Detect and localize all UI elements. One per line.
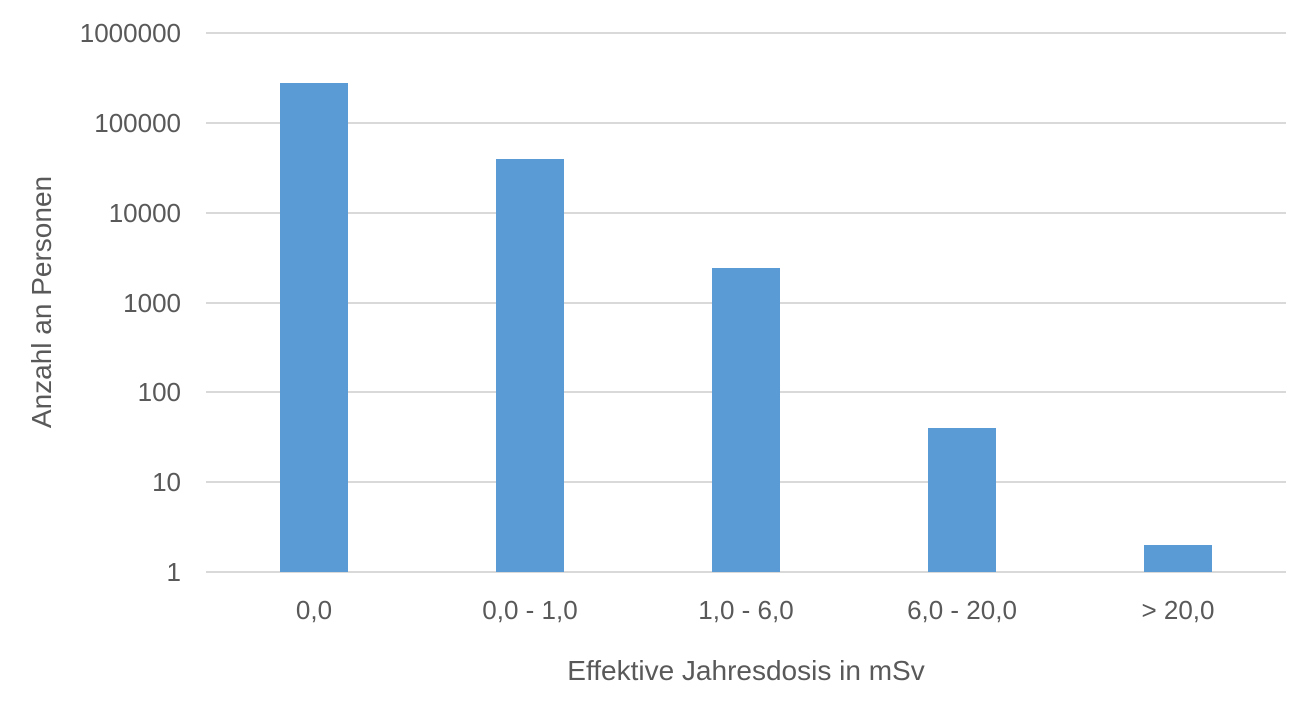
x-tick-label: 0,0 - 1,0: [482, 595, 578, 625]
x-tick-label: 0,0: [295, 595, 333, 625]
y-tick-label: 1000000: [79, 18, 181, 48]
y-tick-label: 10000: [108, 197, 181, 228]
x-tick-label: 6,0 - 20,0: [907, 595, 1017, 625]
bar: [496, 158, 564, 572]
y-tick-label: 100000: [94, 107, 181, 138]
x-axis-title: Effektive Jahresdosis in mSv: [567, 655, 925, 686]
bar: [712, 268, 780, 572]
bar: [1144, 544, 1212, 572]
gridline: [206, 211, 1286, 214]
gridline: [206, 571, 1286, 573]
bar: [280, 82, 348, 572]
x-tick-label: 1,0 - 6,0: [698, 595, 794, 625]
x-tick-label: > 20,0: [1141, 595, 1215, 625]
y-axis-title: Anzahl an Personen: [26, 175, 57, 429]
gridline: [206, 32, 1286, 34]
y-tick-label: 10: [152, 467, 181, 498]
y-tick-label: 1: [166, 557, 181, 587]
bar: [928, 428, 996, 572]
gridline: [206, 121, 1286, 124]
y-tick-label: 1000: [123, 287, 181, 318]
y-tick-label: 100: [137, 377, 181, 408]
